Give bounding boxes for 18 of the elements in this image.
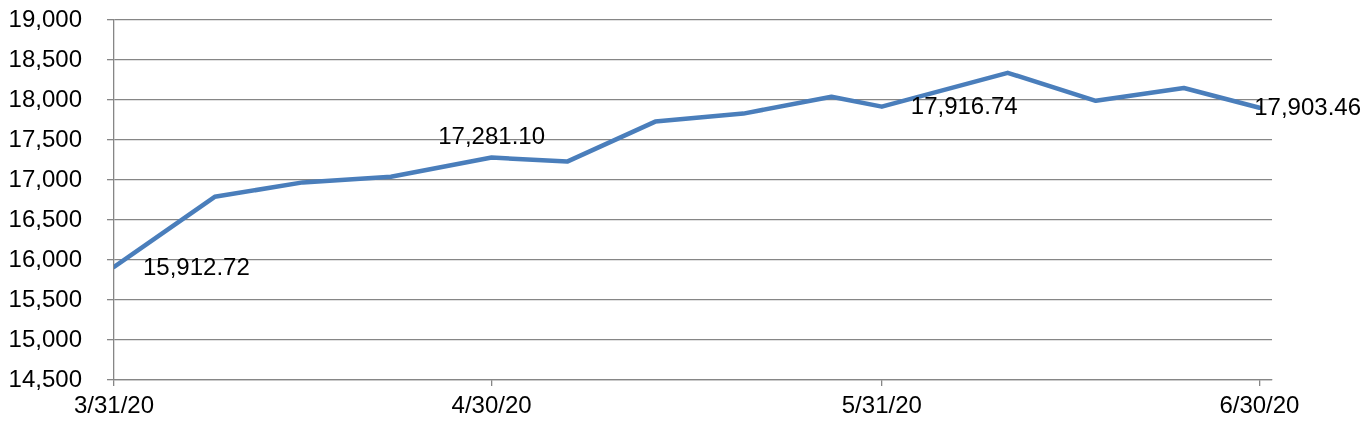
x-tick-label: 6/30/20 <box>1219 391 1300 419</box>
x-tick-label: 4/30/20 <box>451 391 532 419</box>
data-label: 17,916.74 <box>910 92 1018 120</box>
y-tick-label: 14,500 <box>8 364 82 392</box>
y-tick-label: 16,500 <box>8 204 82 232</box>
y-tick-label: 18,500 <box>8 44 82 72</box>
y-tick-label: 15,000 <box>8 324 82 352</box>
data-label: 15,912.72 <box>143 252 250 280</box>
y-tick-label: 15,500 <box>8 284 82 312</box>
y-tick-label: 18,000 <box>8 84 82 112</box>
data-label: 17,903.46 <box>1254 93 1362 121</box>
y-tick-label: 19,000 <box>8 4 82 32</box>
data-label: 17,281.10 <box>438 122 546 150</box>
x-tick-label: 3/31/20 <box>73 391 155 419</box>
y-tick-label: 16,000 <box>8 244 82 272</box>
y-tick-label: 17,000 <box>8 164 82 192</box>
x-tick-label: 5/31/20 <box>841 391 922 419</box>
y-tick-label: 17,500 <box>8 124 82 152</box>
